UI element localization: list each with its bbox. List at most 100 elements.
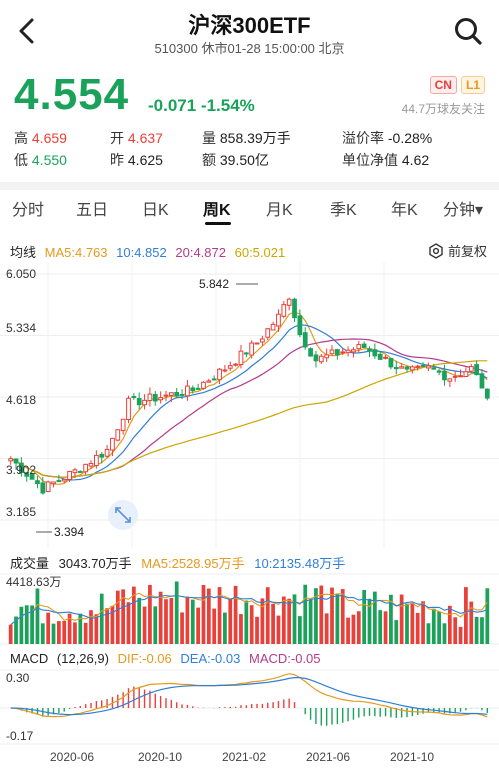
tab-daily-k[interactable]: 日K xyxy=(142,202,169,219)
candle-body xyxy=(19,462,24,474)
volume-ma5-line xyxy=(10,592,488,626)
candle-body xyxy=(436,370,442,373)
candle-body xyxy=(484,388,490,399)
volume-bar xyxy=(431,608,436,644)
tab-five-day[interactable]: 五日 xyxy=(76,202,109,219)
x-date-1: 2020-06 xyxy=(50,750,95,764)
volume-bar xyxy=(464,587,468,644)
candle-body xyxy=(120,418,126,432)
tab-quarterly-k[interactable]: 季K xyxy=(330,202,357,219)
volume-bar xyxy=(137,597,142,644)
candle-body xyxy=(468,366,474,372)
candle-body xyxy=(136,398,142,406)
price-kline-chart[interactable]: 6.050 5.334 4.618 3.902 3.185 5.842 3.394 xyxy=(0,262,499,548)
price-change: -0.071 -1.54% xyxy=(148,96,255,115)
candle-body xyxy=(104,448,110,457)
volume-bar xyxy=(185,596,190,644)
volume-bar xyxy=(383,611,388,644)
volume-bar xyxy=(174,581,179,644)
search-icon[interactable] xyxy=(453,16,483,46)
tab-minute[interactable]: 分钟▾ xyxy=(443,202,484,219)
tab-intraday[interactable]: 分时 xyxy=(12,202,45,219)
y-tick-label-2: 5.334 xyxy=(6,321,36,335)
section-divider xyxy=(0,182,499,190)
candle-body xyxy=(142,399,147,406)
cn-badge: CN xyxy=(429,76,457,94)
volume-bar xyxy=(8,624,13,644)
candle-body xyxy=(206,380,212,383)
volume-bar xyxy=(121,589,126,644)
candle-body xyxy=(388,357,394,368)
candle-body xyxy=(131,396,137,399)
candle-body xyxy=(185,385,190,397)
volume-bar xyxy=(83,622,88,644)
tab-monthly-k[interactable]: 月K xyxy=(266,202,293,219)
candle-body xyxy=(399,366,405,369)
volume-bar xyxy=(255,616,259,644)
candle-body xyxy=(442,370,447,381)
volume-bar xyxy=(421,601,425,644)
volume-bar xyxy=(46,612,51,644)
candle-body xyxy=(24,472,30,477)
volume-bar xyxy=(24,605,29,644)
candle-body xyxy=(93,454,99,467)
candle-body xyxy=(313,354,319,362)
candle-body xyxy=(254,342,260,345)
volume-bar xyxy=(14,616,18,644)
candle-body xyxy=(147,393,153,402)
stat-open: 开 4.637 xyxy=(110,130,163,146)
candle-body xyxy=(479,373,485,389)
candle-body xyxy=(201,381,206,389)
volume-bar xyxy=(217,587,222,644)
volume-bar xyxy=(292,594,297,644)
back-icon[interactable] xyxy=(14,16,40,46)
volume-bar xyxy=(394,620,399,644)
candle-body xyxy=(243,352,249,355)
volume-bar xyxy=(153,606,158,644)
volume-label: 成交量 xyxy=(10,556,50,571)
volume-bar xyxy=(319,585,324,644)
macd-chart[interactable]: 0.30 -0.17 xyxy=(0,668,499,748)
volume-bar xyxy=(142,606,147,644)
tab-yearly-k[interactable]: 年K xyxy=(391,202,418,219)
macd-y-top: 0.30 xyxy=(6,671,30,685)
volume-bar xyxy=(415,612,420,644)
volume-bar xyxy=(453,617,458,644)
volume-bar xyxy=(249,605,254,644)
candle-body xyxy=(329,349,335,355)
quote-stats: 高 4.659 开 4.637 量 858.39万手 溢价率 -0.28% 低 … xyxy=(14,128,494,172)
volume-ma10-line xyxy=(10,594,488,626)
ma20-value: 20:4.872 xyxy=(175,245,226,260)
volume-bar xyxy=(212,608,217,644)
high-marker-label: 5.842 xyxy=(199,277,229,291)
candle-body xyxy=(281,304,287,317)
macd-legend: MACD (12,26,9) DIF:-0.06 DEA:-0.03 MACD:… xyxy=(10,651,495,666)
top-bar: 沪深300ETF 510300 休市01-28 15:00:00 北京 xyxy=(0,0,499,62)
volume-bar xyxy=(89,610,93,644)
volume-bar xyxy=(62,620,67,644)
stat-amount: 额 39.50亿 xyxy=(202,152,269,168)
tab-weekly-k[interactable]: 周K xyxy=(203,202,231,219)
candle-body xyxy=(152,393,158,402)
candle-body xyxy=(356,344,362,350)
volume-bar xyxy=(110,605,115,644)
volume-bar xyxy=(201,584,206,644)
candle-body xyxy=(458,375,463,378)
market-badges: CN L1 xyxy=(429,76,485,94)
candle-body xyxy=(463,371,469,377)
volume-bar xyxy=(57,621,61,644)
volume-bar xyxy=(378,610,383,644)
candle-body xyxy=(40,482,46,494)
candle-body xyxy=(383,356,388,359)
stat-prev-close: 昨 4.625 xyxy=(110,152,163,168)
candle-body xyxy=(260,338,265,343)
volume-bar xyxy=(426,623,431,644)
candle-body xyxy=(351,349,356,353)
adjust-toggle[interactable]: 前复权 xyxy=(428,241,487,260)
volume-ma10: 10:2135.48万手 xyxy=(254,556,346,571)
volume-chart[interactable]: 4418.63万 xyxy=(0,572,499,646)
fullscreen-icon[interactable] xyxy=(104,499,142,531)
y-tick-label-1: 6.050 xyxy=(6,267,36,281)
candle-body xyxy=(372,349,378,357)
candle-body xyxy=(367,348,372,352)
